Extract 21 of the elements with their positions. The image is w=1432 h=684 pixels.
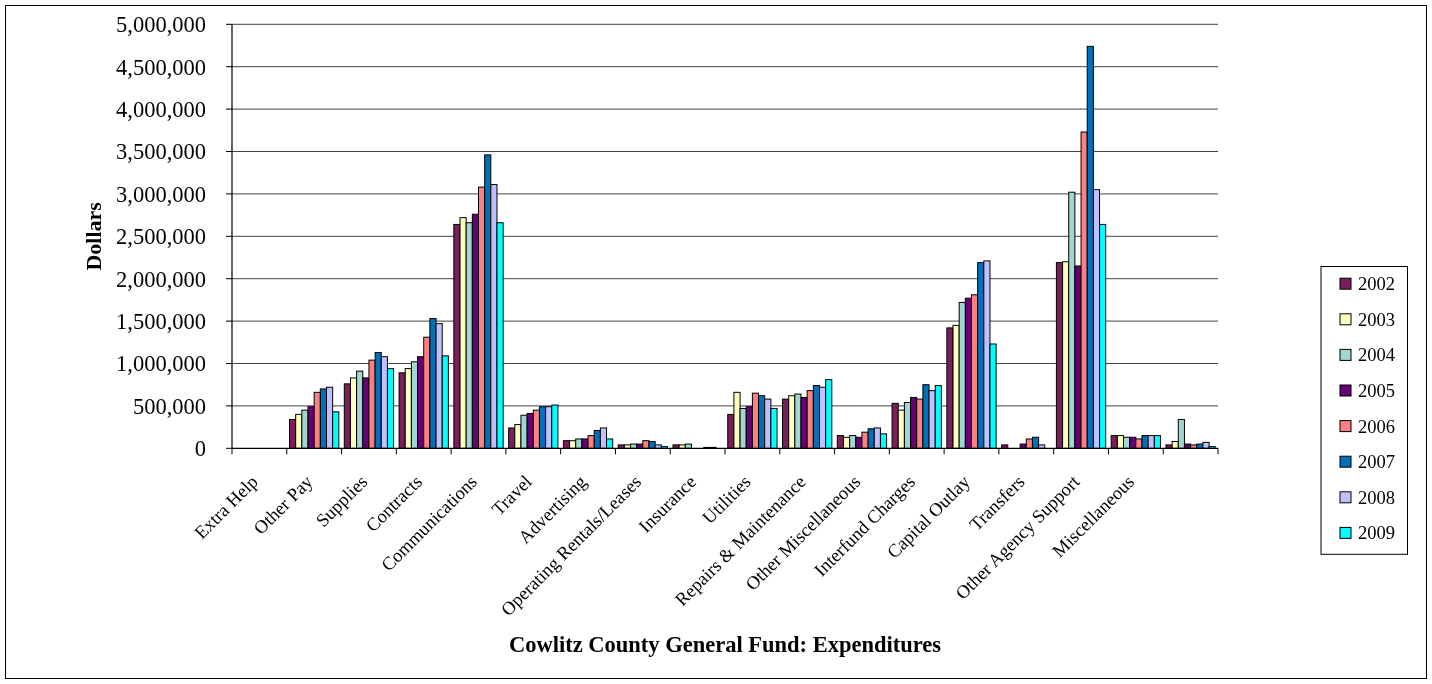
legend-label: 2004 [1358,345,1395,366]
legend-label: 2002 [1358,274,1395,295]
text: Cowlitz County General Fund: Expenditures [508,631,942,657]
y-tick-label: 4,000,000 [116,96,206,122]
legend-label: 2008 [1358,487,1395,508]
legend-label: 2005 [1358,380,1395,401]
y-tick-label: 3,500,000 [116,139,206,165]
y-tick-label: 0 [194,436,206,462]
legend-label: 2006 [1358,416,1395,437]
y-tick-label: 1,000,000 [116,351,206,377]
y-tick-label: 1,500,000 [116,308,206,334]
y-tick-label: 3,000,000 [116,181,206,207]
y-tick-label: 4,500,000 [116,54,206,80]
y-tick-label: 500,000 [132,393,206,419]
legend-label: 2009 [1358,523,1395,544]
legend-label: 2007 [1358,452,1395,473]
y-tick-label: 2,000,000 [116,266,206,292]
legend-label: 2003 [1358,309,1395,330]
y-axis-title: Dollars [80,201,106,271]
y-tick-label: 5,000,000 [116,12,206,38]
y-tick-label: 2,500,000 [116,224,206,250]
